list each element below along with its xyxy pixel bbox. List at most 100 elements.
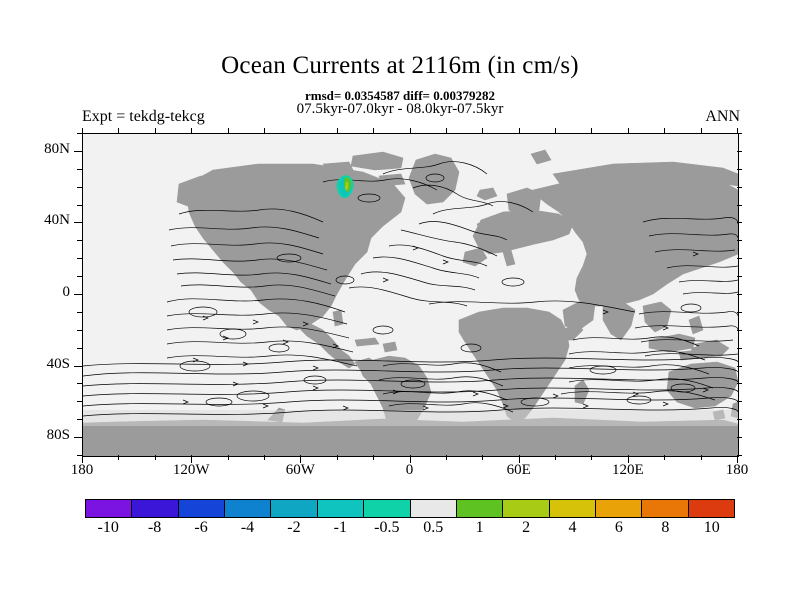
x-axis-tick [482,455,483,460]
y-axis-tick [737,205,742,206]
y-axis-tick [737,401,742,402]
x-axis-label: 120W [172,462,210,478]
y-axis-tick [737,419,742,420]
colorbar-cell[interactable] [317,500,365,517]
anomaly-patch [336,175,354,199]
rmsd-annotation: rmsd= 0.0354587 diff= 0.00379282 [305,88,495,103]
x-axis-major-tick [737,455,738,463]
colorbar-label: -8 [147,519,162,536]
colorbar-cell[interactable] [178,500,226,517]
x-axis-tick [118,455,119,460]
y-axis-tick [77,169,82,170]
experiment-label: Expt = tekdg-tekcg [82,108,205,125]
y-axis-label: 40N [44,212,70,229]
x-axis-tick [555,128,556,133]
y-axis-tick [737,437,742,438]
x-axis-tick [519,128,520,133]
y-axis-tick [737,383,742,384]
x-axis-label: 180 [725,462,749,478]
colorbar-cell[interactable] [410,500,457,517]
y-axis-tick [737,222,742,223]
colorbar-label: 4 [568,519,577,536]
y-axis-label: 0 [62,284,71,300]
y-axis-tick [77,187,82,188]
page-title: Ocean Currents at 2116m (in cm/s) [221,52,579,79]
period-annotation: 07.5kyr-07.0kyr - 08.0kyr-07.5kyr [296,101,504,117]
x-axis-tick [410,128,411,133]
y-axis-tick [737,455,742,456]
colorbar-cell[interactable] [86,500,133,517]
colorbar-label: -2 [287,519,301,536]
y-axis-tick [737,258,742,259]
y-axis-tick [77,133,82,134]
y-axis-tick [77,330,82,331]
y-axis-label: 80N [44,140,70,157]
shelf-layer [83,410,738,426]
colorbar-label: 0.5 [423,519,444,536]
colorbar-label: 10 [703,519,720,536]
x-axis-tick [82,128,83,133]
y-axis-tick [737,240,742,241]
colorbar-cell[interactable] [595,500,643,517]
x-axis-tick [737,128,738,133]
x-axis-tick [591,128,592,133]
y-axis-tick [77,276,82,277]
x-axis-tick [264,128,265,133]
colorbar-cell[interactable] [132,500,179,517]
x-axis-tick [664,128,665,133]
y-axis-major-tick [74,366,82,367]
x-axis-tick [446,455,447,460]
y-axis-tick [77,419,82,420]
x-axis-tick [701,128,702,133]
y-axis-tick [77,205,82,206]
colorbar-label: 1 [475,519,484,536]
map-plot-area [82,133,739,457]
x-axis-major-tick [300,455,301,463]
colorbar-cell[interactable] [688,500,735,517]
colorbar-cell[interactable] [225,500,272,517]
y-axis-tick [737,276,742,277]
colorbar-cell[interactable] [549,500,596,517]
x-axis-label: 120E [611,462,644,478]
colorbar-cell[interactable] [271,500,318,517]
y-axis-tick [77,383,82,384]
y-axis-major-tick [74,222,82,223]
y-axis-major-tick [74,294,82,295]
x-axis-tick [228,128,229,133]
colorbar[interactable] [85,499,735,518]
x-axis-tick [373,128,374,133]
y-axis-tick [737,348,742,349]
x-axis-tick [628,128,629,133]
x-axis-major-tick [410,455,411,463]
x-axis-tick [337,128,338,133]
colorbar-label: 2 [522,519,531,536]
y-axis-label: 80S [46,427,70,444]
y-axis-tick [77,455,82,456]
contour-layer [83,161,738,417]
y-axis-tick [77,258,82,259]
x-axis-tick [118,128,119,133]
x-axis-major-tick [519,455,520,463]
x-axis-major-tick [628,455,629,463]
colorbar-cell[interactable] [642,500,689,517]
colorbar-label: 6 [614,519,623,536]
y-axis-tick [737,330,742,331]
x-axis-tick [155,455,156,460]
y-axis-tick [737,169,742,170]
y-axis-major-tick [74,151,82,152]
colorbar-cell[interactable] [503,500,550,517]
x-axis-tick [191,128,192,133]
x-axis-label: 60E [506,462,531,478]
x-axis-tick [155,128,156,133]
y-axis-tick [77,348,82,349]
colorbar-label: -0.5 [374,519,400,536]
season-label: ANN [705,108,740,125]
x-axis-tick [591,455,592,460]
colorbar-label: -1 [333,519,348,536]
x-axis-major-tick [191,455,192,463]
colorbar-cell[interactable] [364,500,411,517]
colorbar-cell[interactable] [456,500,504,517]
colorbar-label: -4 [240,519,255,536]
land-layer [83,149,738,456]
colorbar-label: -10 [97,519,119,536]
